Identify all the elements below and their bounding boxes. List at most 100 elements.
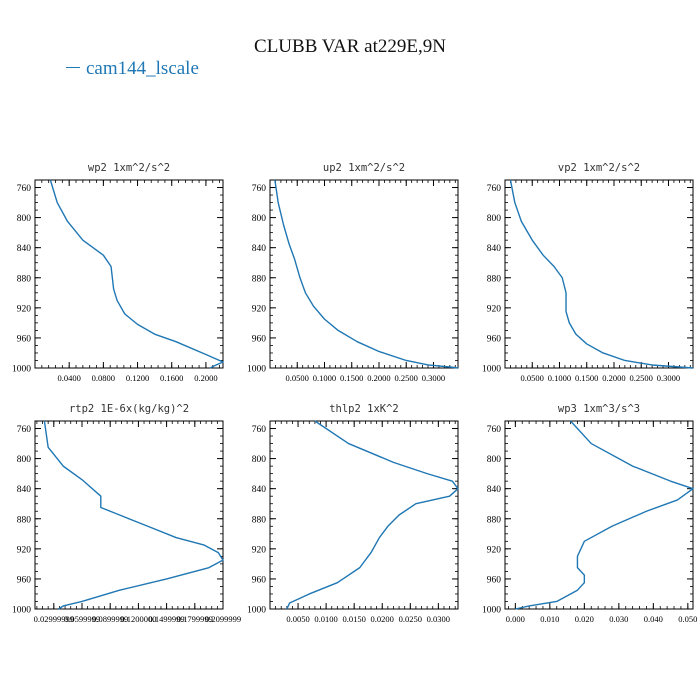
y-tick-label: 1000 <box>12 365 31 375</box>
x-tick-label: 0.0599999 <box>64 614 100 624</box>
subplot-title: thlp2 1xK^2 <box>329 403 399 415</box>
x-tick-label: 0.2000 <box>367 373 390 383</box>
y-tick-label: 880 <box>487 515 502 525</box>
x-tick-label: 0.2000 <box>602 373 625 383</box>
plot-frame <box>269 179 459 369</box>
y-tick-label: 760 <box>252 425 267 435</box>
x-tick-label: 0.2500 <box>630 373 653 383</box>
series-line-1 <box>43 420 224 610</box>
y-tick-label: 1000 <box>247 606 266 616</box>
plot-frame <box>269 420 459 610</box>
series-line-1 <box>515 420 694 610</box>
y-tick-label: 920 <box>17 304 32 314</box>
y-tick-label: 800 <box>487 214 502 224</box>
y-tick-label: 760 <box>252 184 267 194</box>
series-line-1 <box>286 420 459 610</box>
subplot-title: wp2 1xm^2/s^2 <box>88 162 170 174</box>
subplot-4: rtp2 1E-6x(kg/kg)^2 760 800 840 880 920 960 100… <box>12 403 241 624</box>
y-tick-label: 920 <box>17 545 32 555</box>
y-tick-label: 800 <box>252 455 267 465</box>
y-tick-label: 960 <box>17 334 32 344</box>
plot-frame <box>504 179 694 369</box>
y-tick-label: 840 <box>487 244 502 254</box>
y-tick-label: 920 <box>252 545 267 555</box>
series-line-1 <box>509 179 694 369</box>
x-tick-label: 0.0050 <box>286 614 309 624</box>
figure-title: CLUBB VAR at229E,9N <box>254 36 446 57</box>
y-tick-label: 800 <box>252 214 267 224</box>
y-tick-label: 880 <box>252 515 267 525</box>
x-tick-label: 0.0250 <box>399 614 422 624</box>
x-tick-label: 0.000 <box>506 614 525 624</box>
x-tick-label: 0.0800 <box>92 373 115 383</box>
x-tick-label: 0.0500 <box>286 373 309 383</box>
y-tick-label: 840 <box>17 485 32 495</box>
x-tick-label: 0.0500 <box>521 373 544 383</box>
x-tick-label: 0.0200 <box>371 614 394 624</box>
x-tick-label: 0.2000 <box>194 373 217 383</box>
x-tick-label: 0.1799999 <box>177 614 213 624</box>
x-tick-label: 0.0400 <box>57 373 80 383</box>
plot-frame <box>504 420 694 610</box>
y-tick-label: 920 <box>487 304 502 314</box>
x-tick-label: 0.0300 <box>427 614 450 624</box>
x-tick-label: 0.02999999 <box>34 614 74 624</box>
x-tick-label: 0.050 <box>678 614 697 624</box>
y-tick-label: 920 <box>252 304 267 314</box>
subplot-1: wp2 1xm^2/s^2 760 800 840 880 920 960 1000 0.040… <box>12 162 224 383</box>
subplot-title: vp2 1xm^2/s^2 <box>558 162 640 174</box>
y-tick-label: 760 <box>17 184 32 194</box>
y-tick-label: 960 <box>252 575 267 585</box>
y-tick-label: 880 <box>17 274 32 284</box>
y-tick-label: 800 <box>487 455 502 465</box>
x-tick-label: 0.1000 <box>548 373 571 383</box>
y-tick-label: 800 <box>17 214 32 224</box>
y-tick-label: 760 <box>17 425 32 435</box>
x-tick-label: 0.1500 <box>575 373 598 383</box>
subplot-title: wp3 1xm^3/s^3 <box>558 403 640 415</box>
y-tick-label: 1000 <box>482 606 501 616</box>
y-tick-label: 1000 <box>247 365 266 375</box>
x-tick-label: 0.1000 <box>313 373 336 383</box>
y-tick-label: 800 <box>17 455 32 465</box>
y-tick-label: 840 <box>17 244 32 254</box>
y-tick-label: 840 <box>487 485 502 495</box>
y-tick-label: 960 <box>487 334 502 344</box>
x-tick-label: 0.030 <box>609 614 628 624</box>
y-tick-label: 960 <box>487 575 502 585</box>
x-tick-label: 0.020 <box>575 614 594 624</box>
x-tick-label: 0.1600 <box>160 373 183 383</box>
y-tick-label: 920 <box>487 545 502 555</box>
x-tick-label: 0.1500 <box>340 373 363 383</box>
x-tick-label: 0.3000 <box>422 373 445 383</box>
y-tick-label: 1000 <box>12 606 31 616</box>
series-line-1 <box>49 179 224 369</box>
x-tick-label: 0.0150 <box>342 614 365 624</box>
x-tick-label: 0.1499999 <box>149 614 185 624</box>
subplot-title: rtp2 1E-6x(kg/kg)^2 <box>69 403 189 415</box>
y-tick-label: 880 <box>252 274 267 284</box>
y-tick-label: 880 <box>17 515 32 525</box>
legend-line-swatch <box>66 67 80 69</box>
series-line-1 <box>274 179 459 369</box>
y-tick-label: 840 <box>252 485 267 495</box>
plot-frame <box>34 420 224 610</box>
x-tick-label: 0.1200 <box>126 373 149 383</box>
plot-frame <box>34 179 224 369</box>
legend-label: cam144_lscale <box>86 58 199 79</box>
subplot-6: wp3 1xm^3/s^3 760 800 840 880 920 960 1000 0.000… <box>482 403 697 624</box>
x-tick-label: 0.1200000 <box>120 614 156 624</box>
x-tick-label: 0.2500 <box>395 373 418 383</box>
y-tick-label: 960 <box>17 575 32 585</box>
x-tick-label: 0.0899999 <box>92 614 128 624</box>
x-tick-label: 0.040 <box>644 614 663 624</box>
x-tick-label: 0.010 <box>540 614 559 624</box>
subplot-5: thlp2 1xK^2 760 800 840 880 920 960 1000 0.0050 0… <box>247 403 459 624</box>
y-tick-label: 760 <box>487 425 502 435</box>
x-tick-label: 0.2099999 <box>205 614 241 624</box>
subplot-title: up2 1xm^2/s^2 <box>323 162 405 174</box>
x-tick-label: 0.3000 <box>657 373 680 383</box>
y-tick-label: 760 <box>487 184 502 194</box>
y-tick-label: 1000 <box>482 365 501 375</box>
